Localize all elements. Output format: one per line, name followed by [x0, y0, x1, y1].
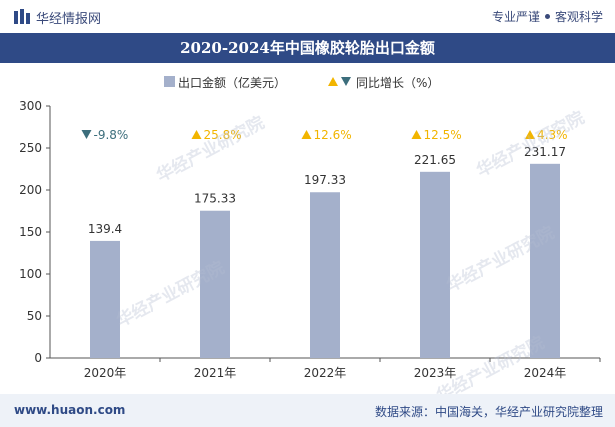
growth-up-triangle-icon	[191, 130, 202, 139]
export-value-bar	[90, 240, 120, 358]
y-tick-label: 0	[34, 351, 42, 365]
export-value-bar	[200, 210, 230, 358]
y-tick-label: 100	[19, 267, 42, 281]
x-tick-label: 2020年	[84, 366, 127, 380]
growth-up-triangle-icon	[411, 130, 422, 139]
logo-icon	[14, 9, 30, 24]
x-tick-label: 2022年	[304, 366, 347, 380]
export-value-bar	[310, 192, 340, 358]
title-bar: 2020-2024年中国橡胶轮胎出口金额	[0, 33, 615, 63]
chart-title: 2020-2024年中国橡胶轮胎出口金额	[180, 39, 435, 57]
tag-2: 客观科学	[554, 10, 603, 24]
footer: www.huaon.com 数据来源：中国海关，华经产业研究院整理	[0, 394, 615, 427]
bar-chart: 0 50 100 150 200 250 300 139.4 2020年 -9.8% 175.33 2…	[19, 99, 601, 380]
x-tick-label: 2024年	[524, 366, 567, 380]
tag-1: 专业严谨	[491, 10, 540, 24]
y-tick-label: 300	[19, 99, 42, 113]
x-tick-label: 2023年	[414, 366, 457, 380]
growth-up-triangle-icon	[525, 130, 535, 139]
bar-value-label: 231.17	[524, 145, 566, 159]
legend-bar-swatch-icon	[164, 76, 175, 87]
y-tick-label: 250	[19, 141, 42, 155]
top-bar: 华经情报网 专业严谨 客观科学	[0, 0, 615, 32]
growth-down-triangle-icon	[81, 130, 92, 139]
growth-rate-label: 4.3%	[537, 128, 568, 142]
y-tick-label: 200	[19, 183, 42, 197]
bar-value-label: 139.4	[88, 222, 122, 236]
export-value-bar	[420, 171, 450, 358]
data-source: 数据来源：中国海关，华经产业研究院整理	[374, 405, 603, 419]
bar-value-label: 197.33	[304, 173, 346, 187]
header-tags: 专业严谨 客观科学	[492, 8, 603, 25]
y-tick-label: 50	[27, 309, 42, 323]
export-value-bar	[530, 163, 560, 358]
chart-legend: 出口金额（亿美元） 同比增长（%）	[0, 72, 615, 92]
legend-growth-triangles-icon	[328, 77, 351, 86]
growth-up-triangle-icon	[301, 130, 312, 139]
growth-rate-label: 12.5%	[424, 128, 462, 142]
growth-rate-label: 25.8%	[204, 128, 242, 142]
y-tick-label: 150	[19, 225, 42, 239]
x-tick-label: 2021年	[194, 366, 237, 380]
brand-name: 华经情报网	[36, 12, 102, 27]
site-url: www.huaon.com	[14, 403, 126, 417]
growth-rate-label: 12.6%	[314, 128, 352, 142]
bar-value-label: 221.65	[414, 153, 456, 167]
legend-bar-label: 出口金额（亿美元）	[178, 76, 287, 90]
separator-dot-icon	[544, 14, 550, 19]
growth-rate-label: -9.8%	[94, 128, 129, 142]
bar-value-label: 175.33	[194, 192, 236, 206]
legend-growth-label: 同比增长（%）	[356, 76, 440, 90]
